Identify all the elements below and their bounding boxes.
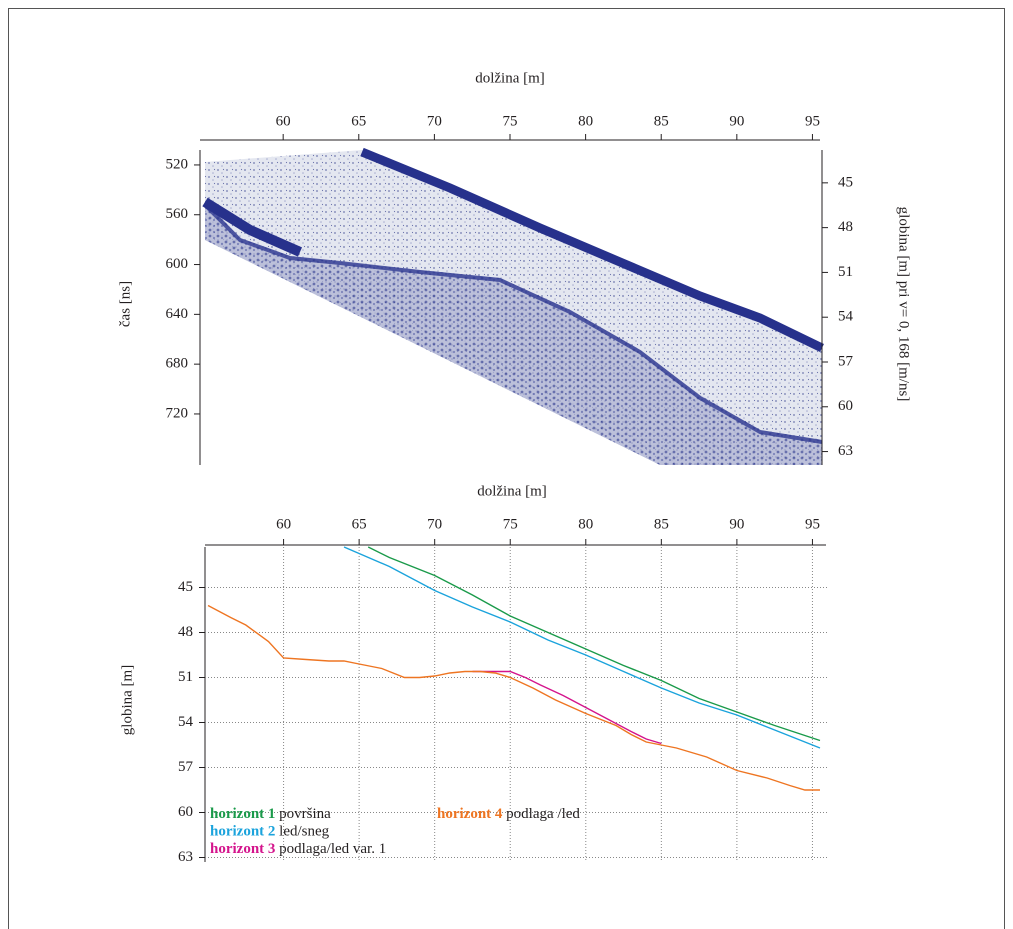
y-tick-label: 54: [178, 714, 194, 730]
legend-description: led/sneg: [279, 824, 329, 840]
legend-entry: horizont 1 površina: [210, 806, 331, 822]
y-axis-title: globina [m]: [119, 665, 135, 735]
x-tick-label: 85: [654, 516, 669, 532]
y-tick-label: 45: [178, 579, 193, 595]
x-tick-label: 90: [729, 113, 744, 129]
y-axis-title: čas [ns]: [117, 281, 133, 327]
y-tick-label: 63: [178, 849, 193, 865]
x-tick-label: 65: [351, 113, 366, 129]
x-tick-label: 75: [503, 113, 518, 129]
x-tick-label: 65: [352, 516, 367, 532]
y2-axis-title: globina [m] pri v= 0, 168 [m/ns]: [896, 207, 912, 402]
x-tick-label: 60: [276, 113, 291, 129]
legend-entry: horizont 2 led/sneg: [210, 824, 330, 840]
x-tick-label: 80: [578, 516, 593, 532]
legend-name: horizont 4: [437, 806, 503, 822]
y2-tick-label: 45: [838, 174, 853, 190]
y2-tick-label: 60: [838, 398, 853, 414]
legend-description: podlaga /led: [506, 806, 580, 822]
x-tick-label: 75: [503, 516, 518, 532]
x-tick-label: 60: [276, 516, 291, 532]
radargram: [202, 147, 824, 465]
y2-tick-label: 57: [838, 353, 854, 369]
x-tick-label: 70: [427, 516, 442, 532]
x-tick-label: 80: [578, 113, 593, 129]
y2-tick-label: 48: [838, 219, 853, 235]
series-line: [472, 670, 662, 745]
x-axis-title: dolžina [m]: [477, 483, 547, 499]
y-tick-label: 720: [166, 405, 189, 421]
x-axis-title: dolžina [m]: [475, 70, 545, 86]
series-line: [343, 546, 821, 749]
y-tick-label: 680: [166, 356, 189, 372]
legend-name: horizont 3: [210, 841, 275, 857]
y-tick-label: 520: [166, 156, 189, 172]
x-tick-label: 95: [805, 516, 820, 532]
y-tick-label: 51: [178, 669, 193, 685]
legend-entry: horizont 4 podlaga /led: [437, 806, 580, 822]
y-tick-label: 640: [166, 306, 189, 322]
y-tick-label: 60: [178, 804, 193, 820]
legend-name: horizont 1: [210, 806, 275, 822]
y2-tick-label: 51: [838, 264, 853, 280]
series-line: [367, 546, 821, 742]
y2-tick-label: 63: [838, 443, 853, 459]
legend-entry: horizont 3 podlaga/led var. 1: [210, 841, 386, 857]
legend-description: podlaga/led var. 1: [279, 841, 386, 857]
y-tick-label: 48: [178, 624, 193, 640]
y-tick-label: 57: [178, 759, 194, 775]
y-tick-label: 600: [166, 256, 189, 272]
series-line: [207, 604, 820, 791]
y2-tick-label: 54: [838, 309, 854, 325]
x-tick-label: 95: [805, 113, 820, 129]
frame: [8, 8, 1005, 929]
x-tick-label: 85: [654, 113, 669, 129]
legend-name: horizont 2: [210, 824, 275, 840]
y-tick-label: 560: [166, 206, 189, 222]
legend-description: površina: [279, 806, 331, 822]
x-tick-label: 70: [427, 113, 442, 129]
x-tick-label: 90: [729, 516, 744, 532]
